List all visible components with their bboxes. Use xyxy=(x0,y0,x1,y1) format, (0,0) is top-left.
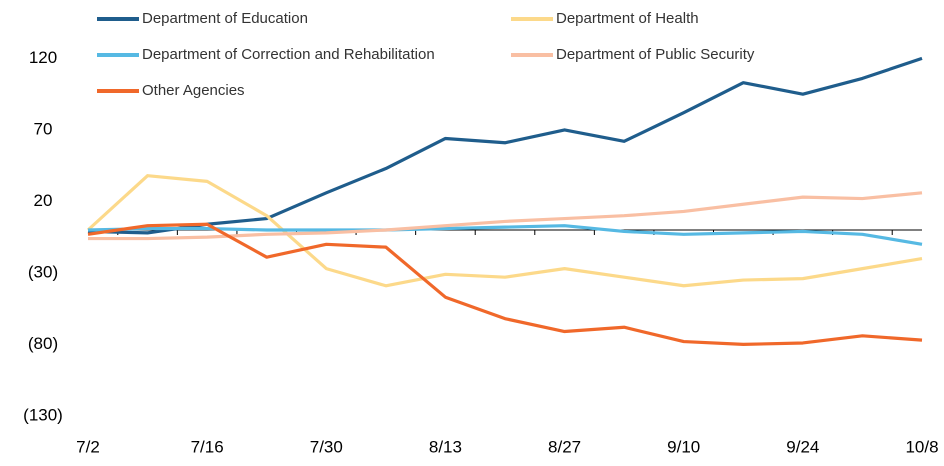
y-tick-label: (80) xyxy=(28,334,58,353)
legend-label: Department of Public Security xyxy=(556,46,755,63)
y-tick-label: 20 xyxy=(34,191,53,210)
x-tick-label: 8/13 xyxy=(429,437,462,456)
series-line xyxy=(87,224,923,246)
series-line xyxy=(87,222,923,346)
x-tick-label: 8/27 xyxy=(548,437,581,456)
legend-label: Other Agencies xyxy=(142,82,245,99)
legend-label: Department of Correction and Rehabilitat… xyxy=(142,46,435,63)
legend-label: Department of Education xyxy=(142,10,308,27)
y-tick-label: 70 xyxy=(34,119,53,138)
y-tick-label: (130) xyxy=(23,405,63,424)
x-tick-label: 10/8 xyxy=(905,437,938,456)
legend-label: Department of Health xyxy=(556,10,699,27)
x-tick-label: 7/2 xyxy=(76,437,100,456)
x-tick-label: 9/10 xyxy=(667,437,700,456)
x-tick-label: 7/16 xyxy=(191,437,224,456)
x-tick-label: 7/30 xyxy=(310,437,343,456)
x-tick-label: 9/24 xyxy=(786,437,819,456)
series-line xyxy=(86,174,923,288)
y-tick-label: (30) xyxy=(28,262,58,281)
y-tick-label: 120 xyxy=(29,48,57,67)
series-line xyxy=(87,56,923,235)
